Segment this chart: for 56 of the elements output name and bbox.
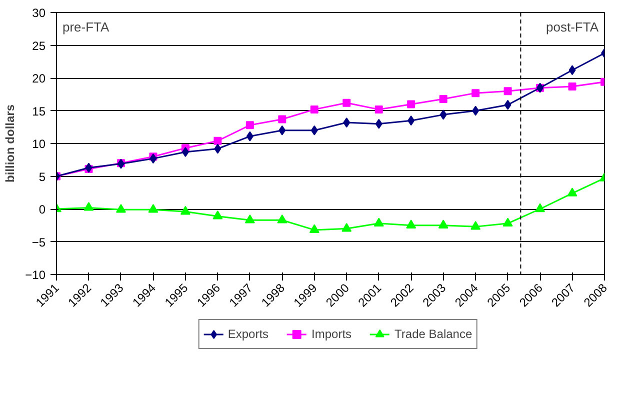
y-axis-title: billion dollars	[3, 104, 18, 183]
point	[568, 65, 576, 76]
point	[567, 188, 578, 196]
annotation: pre-FTA	[62, 20, 110, 34]
point	[84, 202, 94, 211]
y-tick-label: 5	[38, 170, 46, 184]
y-tick-label: 30	[32, 6, 46, 20]
point	[535, 203, 546, 212]
point	[214, 144, 222, 154]
point	[502, 218, 513, 227]
point	[408, 116, 415, 126]
point	[246, 121, 254, 130]
point	[342, 98, 351, 107]
point	[246, 131, 254, 142]
point	[212, 210, 223, 220]
y-tick-label: −5	[32, 235, 46, 250]
y-tick-label: 25	[32, 38, 46, 53]
y-tick-label: 15	[32, 104, 46, 118]
point	[150, 154, 157, 164]
point	[214, 136, 222, 145]
point	[343, 118, 350, 128]
point	[182, 147, 189, 158]
point	[438, 220, 448, 228]
y-tick-label: −10	[25, 268, 46, 282]
point	[148, 204, 158, 213]
point	[278, 125, 286, 136]
point	[440, 110, 447, 120]
annotation: post-FTA	[546, 20, 599, 34]
point	[278, 115, 286, 124]
point	[310, 125, 318, 136]
legend-label: Trade Balance	[394, 327, 472, 341]
point	[309, 224, 320, 234]
legend-label: Imports	[312, 327, 352, 341]
point	[277, 214, 288, 224]
point	[310, 105, 318, 114]
point	[472, 89, 480, 98]
point	[244, 214, 255, 224]
point	[374, 218, 384, 227]
point	[375, 118, 382, 129]
point	[470, 220, 481, 230]
point	[504, 87, 512, 96]
point	[406, 220, 416, 228]
legend-label: Exports	[228, 327, 269, 341]
point	[504, 100, 512, 110]
point	[374, 105, 383, 114]
y-tick-label: 10	[32, 137, 46, 151]
point	[568, 82, 576, 91]
point	[439, 94, 448, 103]
point	[85, 162, 92, 173]
y-tick-label: 0	[38, 202, 46, 216]
point	[472, 106, 480, 116]
y-tick-label: 20	[32, 72, 46, 86]
point	[116, 204, 126, 213]
point	[342, 222, 352, 232]
point	[407, 100, 416, 108]
point	[180, 206, 190, 215]
